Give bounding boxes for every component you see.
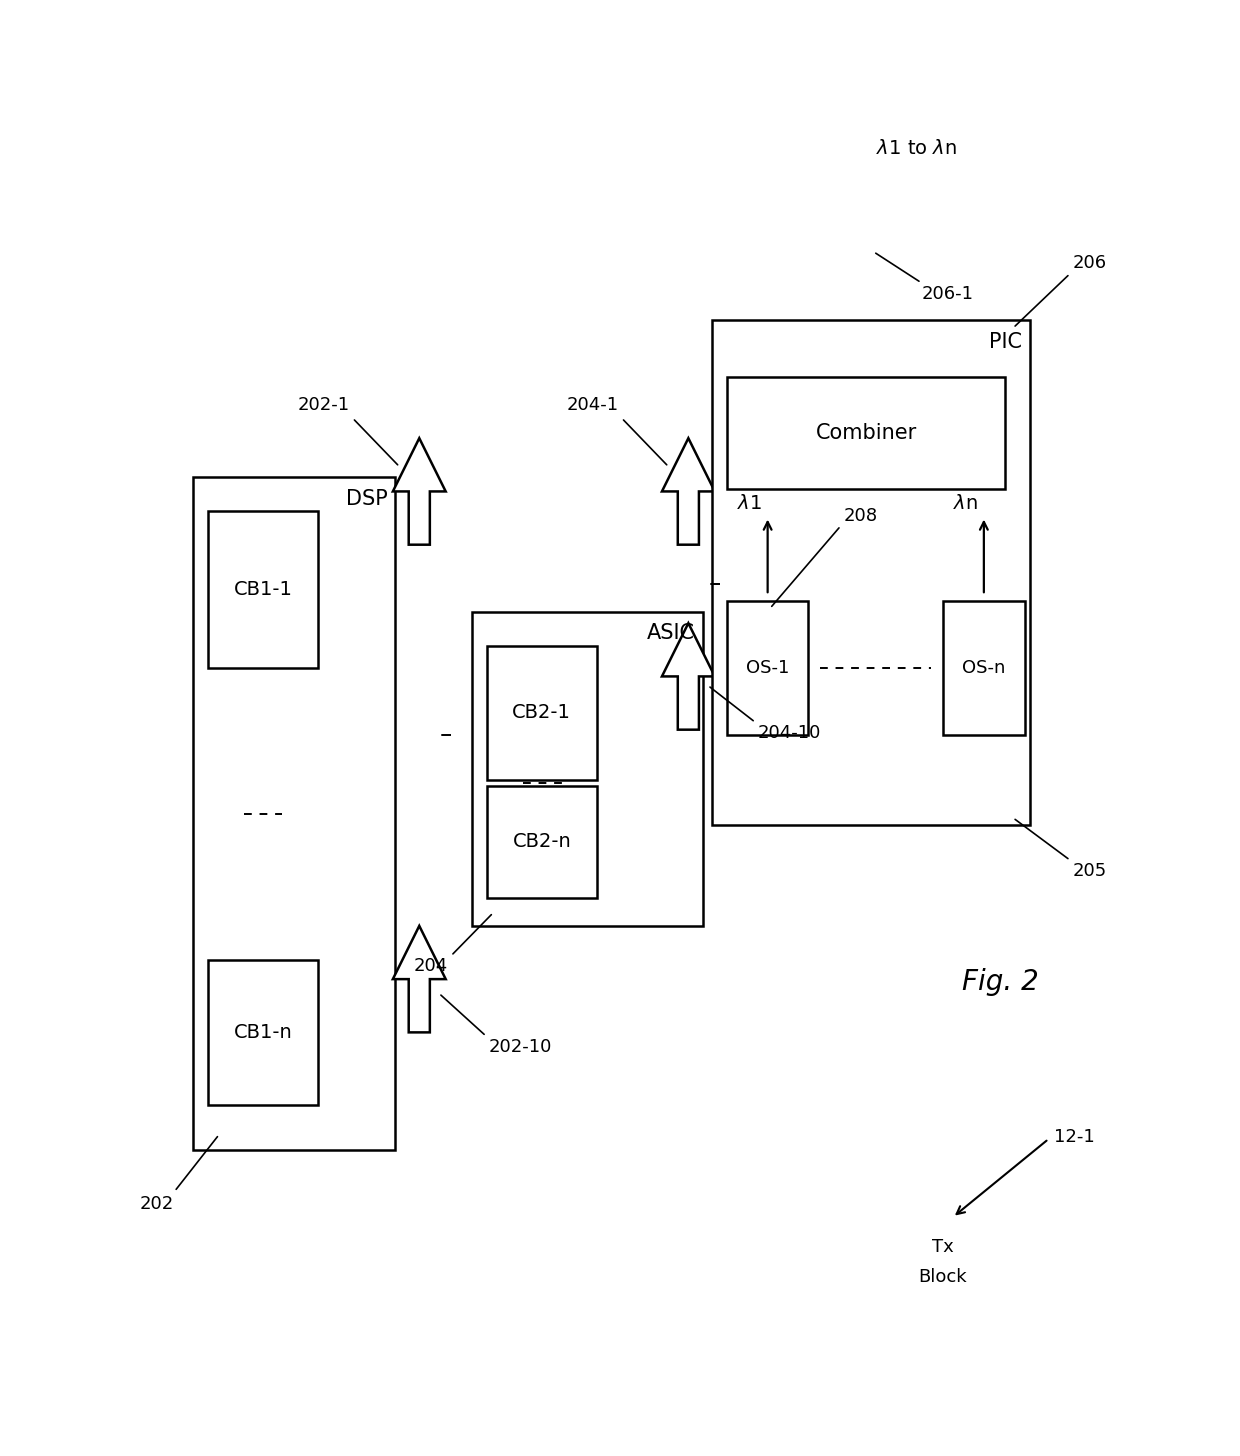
Text: CB2-n: CB2-n (512, 833, 572, 852)
Text: 206: 206 (1073, 255, 1107, 272)
Text: CB2-1: CB2-1 (512, 703, 572, 722)
Text: $\lambda$1 to $\lambda$n: $\lambda$1 to $\lambda$n (875, 138, 957, 157)
Text: ASIC: ASIC (647, 623, 696, 644)
Polygon shape (393, 926, 445, 1032)
Text: 205: 205 (1073, 862, 1107, 879)
Text: OS-n: OS-n (962, 660, 1006, 677)
Text: $\lambda$n: $\lambda$n (954, 494, 978, 514)
Bar (486, 786, 596, 898)
Bar (208, 511, 319, 668)
Text: 202: 202 (140, 1195, 174, 1213)
Text: 202-1: 202-1 (298, 396, 350, 415)
Bar (712, 320, 1029, 826)
Text: 204-1: 204-1 (567, 396, 619, 415)
Text: 202-10: 202-10 (489, 1038, 552, 1056)
Text: 204: 204 (414, 957, 448, 976)
Text: DSP: DSP (346, 489, 388, 508)
Text: 204-10: 204-10 (758, 724, 821, 743)
Bar (208, 960, 319, 1105)
Polygon shape (662, 438, 714, 545)
Text: OS-1: OS-1 (746, 660, 790, 677)
Text: CB1-1: CB1-1 (233, 579, 293, 598)
Text: PIC: PIC (988, 332, 1022, 352)
Text: Fig. 2: Fig. 2 (962, 968, 1039, 996)
Text: CB1-n: CB1-n (233, 1024, 293, 1042)
Bar (942, 601, 1024, 735)
Text: Block: Block (919, 1268, 967, 1286)
Bar (727, 601, 808, 735)
Text: 206-1: 206-1 (921, 284, 973, 303)
Bar (472, 612, 703, 926)
Bar (193, 478, 396, 1150)
Polygon shape (662, 623, 714, 729)
Text: Combiner: Combiner (816, 422, 916, 443)
Text: $\lambda$1: $\lambda$1 (737, 494, 761, 514)
Text: 12-1: 12-1 (1054, 1127, 1094, 1146)
Bar (486, 645, 596, 780)
Text: 208: 208 (843, 507, 878, 524)
Bar (727, 377, 1006, 489)
Text: Tx: Tx (932, 1238, 954, 1255)
Polygon shape (393, 438, 445, 545)
